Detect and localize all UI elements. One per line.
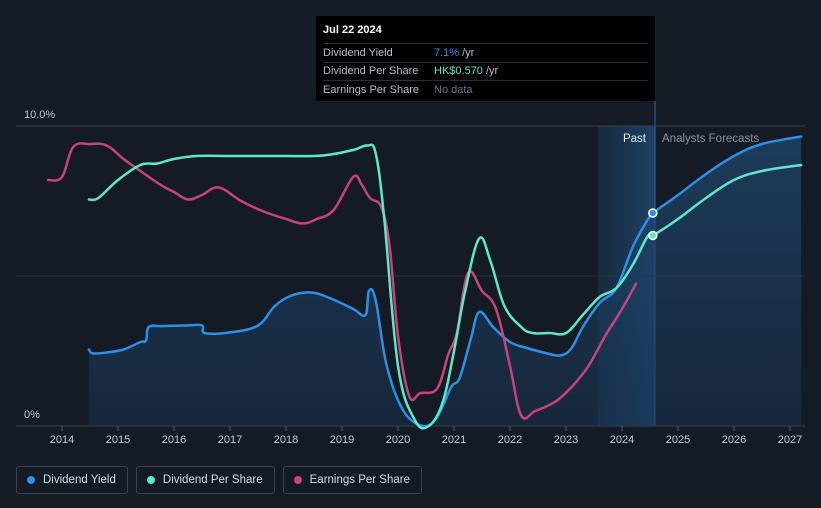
dividend-yield-area (88, 136, 802, 427)
hover-tooltip: Jul 22 2024 Dividend Yield 7.1% /yr Divi… (316, 16, 655, 101)
earnings-per-share-line (46, 142, 638, 420)
legend-label: Earnings Per Share (309, 474, 410, 486)
x-tick-label: 2017 (218, 434, 242, 446)
tooltip-unit: /yr (462, 46, 475, 59)
legend-dot-icon (293, 476, 302, 484)
legend-item-earnings-per-share[interactable]: Earnings Per Share (282, 466, 422, 494)
x-tick-label: 2019 (330, 434, 354, 446)
tooltip-unit: /yr (485, 65, 499, 78)
x-tick-label: 2022 (498, 434, 522, 446)
x-tick-label: 2021 (442, 434, 466, 446)
legend-dot-icon (146, 476, 155, 484)
tooltip-label: Dividend Per Share (323, 65, 419, 78)
tooltip-row-dividend-yield: Dividend Yield 7.1% /yr (323, 43, 648, 62)
tooltip-label: Earnings Per Share (323, 83, 419, 96)
x-tick-label: 2020 (386, 434, 410, 446)
x-tick-label: 2026 (722, 434, 746, 446)
series-layer (46, 135, 803, 430)
y-tick-label-min: 0% (24, 409, 40, 421)
x-tick-label: 2024 (610, 434, 634, 446)
x-tick-label: 2023 (554, 434, 578, 446)
y-tick-label-max: 10.0% (24, 109, 55, 121)
tooltip-value: HK$0.570 (434, 65, 483, 78)
legend-dot-icon (27, 476, 35, 484)
dividend-per-share-marker (648, 230, 658, 241)
legend-label: Dividend Per Share (162, 474, 263, 486)
dividend-per-share-line (87, 143, 803, 430)
legend-label: Dividend Yield (43, 474, 116, 486)
x-axis: 2014 2015 2016 2017 2018 2019 2020 2021 2022 2023… (50, 426, 802, 446)
legend-item-dividend-per-share[interactable]: Dividend Per Share (135, 466, 275, 494)
tooltip-value: No data (434, 83, 473, 96)
tooltip-row-earnings-per-share: Earnings Per Share No data (323, 80, 648, 99)
past-region-label: Past (623, 133, 647, 145)
x-tick-label: 2027 (778, 434, 802, 446)
x-tick-label: 2018 (274, 434, 298, 446)
tooltip-label: Dividend Yield (323, 46, 393, 59)
x-tick-label: 2014 (50, 434, 74, 446)
tooltip-date: Jul 22 2024 (323, 24, 382, 36)
legend-item-dividend-yield[interactable]: Dividend Yield (16, 466, 128, 494)
chart-legend: Dividend Yield Dividend Per Share Earnin… (16, 466, 422, 494)
dividend-yield-marker (648, 208, 658, 218)
forecast-region-label: Analysts Forecasts (662, 133, 759, 145)
x-tick-label: 2016 (162, 434, 186, 446)
tooltip-row-dividend-per-share: Dividend Per Share HK$0.570 /yr (323, 61, 648, 81)
dividend-yield-line (87, 135, 803, 428)
x-tick-label: 2015 (106, 434, 130, 446)
tooltip-value: 7.1% (434, 46, 460, 59)
x-tick-label: 2025 (666, 434, 690, 446)
